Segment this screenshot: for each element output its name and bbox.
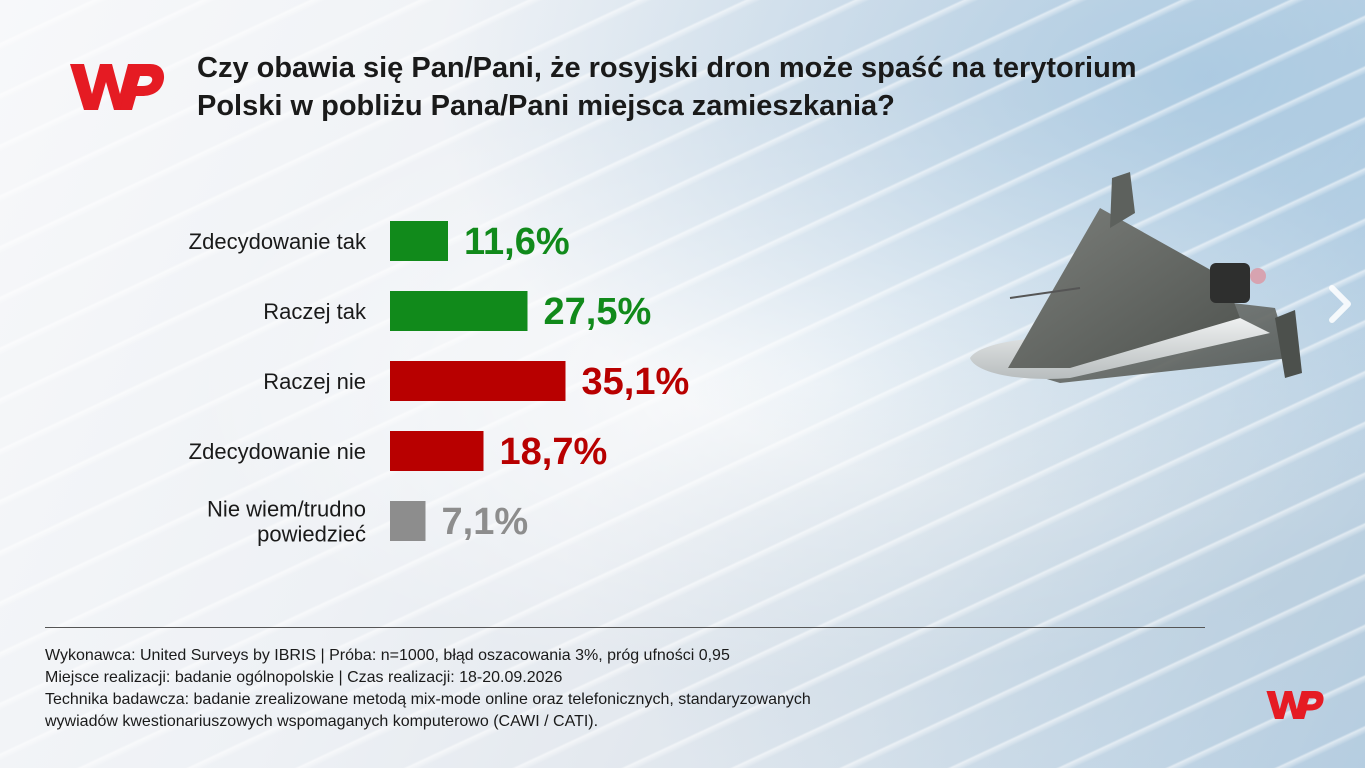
chart-title: Czy obawia się Pan/Pani, że rosyjski dro… bbox=[197, 52, 1137, 122]
bar bbox=[390, 221, 448, 261]
bar-chart: Zdecydowanie tak 11,6% Raczej tak 27,5% Racz… bbox=[189, 221, 690, 547]
bar bbox=[390, 361, 566, 401]
category-label: Raczej nie bbox=[263, 369, 366, 394]
footer-line-3: Technika badawcza: badanie zrealizowane … bbox=[45, 691, 811, 708]
footer-divider bbox=[45, 627, 1205, 628]
bar bbox=[390, 431, 484, 471]
category-label: Zdecydowanie tak bbox=[189, 229, 367, 254]
value-label: 11,6% bbox=[464, 221, 570, 263]
value-label: 27,5% bbox=[544, 291, 652, 333]
drone-image bbox=[970, 172, 1302, 383]
value-label: 7,1% bbox=[442, 501, 529, 543]
value-label: 35,1% bbox=[582, 361, 690, 403]
category-label: Nie wiem/trudno powiedzieć bbox=[207, 497, 366, 547]
bar bbox=[390, 291, 528, 331]
footer-notes: Wykonawca: United Surveys by IBRIS | Pró… bbox=[45, 645, 1145, 733]
bar bbox=[390, 501, 426, 541]
chevron-right-icon[interactable] bbox=[1326, 284, 1354, 324]
footer-line-1: Wykonawca: United Surveys by IBRIS | Pró… bbox=[45, 647, 730, 664]
category-label: Zdecydowanie nie bbox=[189, 439, 366, 464]
wp-logo-small-icon bbox=[1266, 691, 1324, 719]
footer-line-2: Miejsce realizacji: badanie ogólnopolski… bbox=[45, 669, 563, 686]
category-label: Raczej tak bbox=[263, 299, 367, 324]
footer-line-4: wywiadów kwestionariuszowych wspomaganyc… bbox=[45, 713, 599, 730]
wp-logo-icon bbox=[70, 64, 165, 110]
value-label: 18,7% bbox=[500, 431, 608, 473]
